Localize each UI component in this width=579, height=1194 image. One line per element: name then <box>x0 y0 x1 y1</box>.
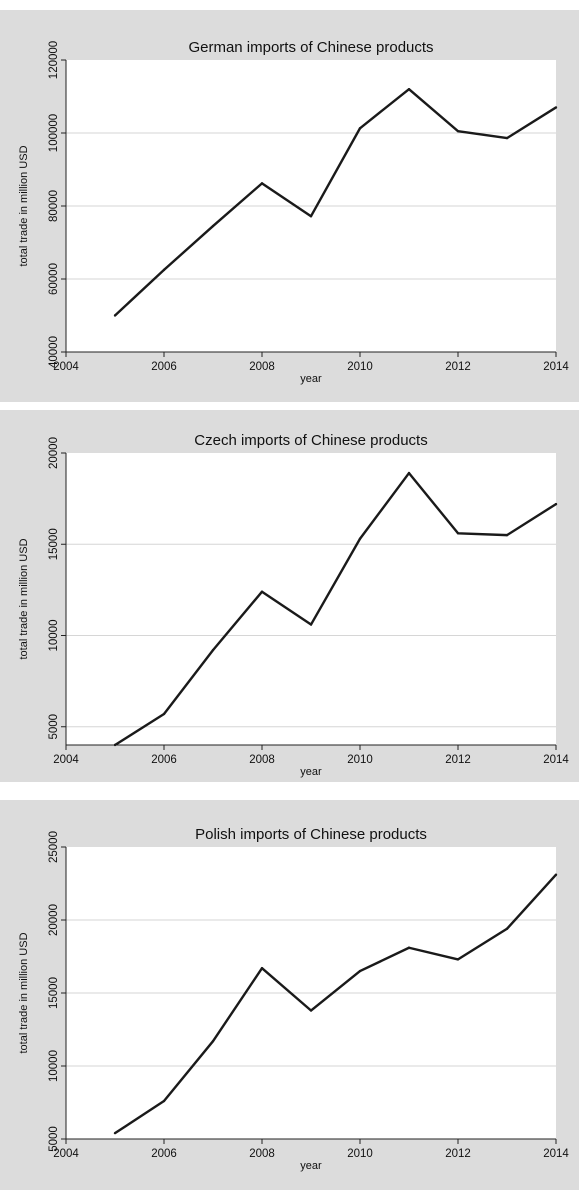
data-point <box>358 969 362 973</box>
chart-svg: German imports of Chinese products 40000 6… <box>18 39 569 385</box>
x-tick-label: 2014 <box>543 1148 569 1160</box>
chart-title: Czech imports of Chinese products <box>194 432 427 449</box>
x-axis-label: year <box>300 373 322 385</box>
data-point <box>211 224 215 228</box>
x-tick-label: 2006 <box>151 1148 177 1160</box>
data-point <box>505 533 509 537</box>
x-tick-label: 2008 <box>249 1148 275 1160</box>
data-point <box>260 590 264 593</box>
y-tick-label: 15000 <box>48 977 60 1009</box>
data-point <box>113 314 117 317</box>
x-tick-label: 2012 <box>445 361 471 373</box>
y-axis-label: total trade in million USD <box>18 932 30 1053</box>
data-point <box>260 966 264 970</box>
data-point <box>113 743 117 747</box>
plot-area <box>66 453 556 745</box>
x-tick-label: 2004 <box>53 754 79 766</box>
y-axis-label: total trade in million USD <box>18 538 30 659</box>
data-point <box>407 88 411 91</box>
y-tick-label: 20000 <box>48 904 60 936</box>
x-tick-label: 2012 <box>445 1148 471 1160</box>
x-tick-label: 2006 <box>151 361 177 373</box>
y-tick-label: 15000 <box>48 528 60 560</box>
x-tick-label: 2010 <box>347 361 373 373</box>
chart-panel-2: Czech imports of Chinese products 5000 100… <box>0 410 579 782</box>
y-tick-label: 5000 <box>48 1126 60 1152</box>
y-tick-label: 80000 <box>48 190 60 222</box>
y-tick-label: 20000 <box>48 437 60 469</box>
y-tick-label: 120000 <box>48 41 60 79</box>
y-tick-label: 40000 <box>48 336 60 368</box>
x-tick-label: 2004 <box>53 361 79 373</box>
series-line <box>114 87 557 317</box>
chart-panel-3: Polish imports of Chinese products 5000 10… <box>0 800 579 1190</box>
x-tick-label: 2004 <box>53 1148 79 1160</box>
data-point <box>554 873 558 876</box>
data-point <box>407 946 411 949</box>
y-tick-label: 10000 <box>48 1050 60 1082</box>
y-tick-label: 25000 <box>48 831 60 863</box>
data-point <box>309 623 313 626</box>
data-point <box>505 927 509 930</box>
y-tick-label: 60000 <box>48 263 60 295</box>
data-point <box>309 1009 313 1012</box>
x-tick-label: 2008 <box>249 361 275 373</box>
x-tick-label: 2008 <box>249 754 275 766</box>
data-point <box>456 532 460 535</box>
data-point <box>211 1039 215 1043</box>
data-point <box>456 129 460 133</box>
data-point <box>211 648 215 652</box>
x-tick-label: 2014 <box>543 754 569 766</box>
x-tick-label: 2006 <box>151 754 177 766</box>
x-axis-label: year <box>300 766 322 778</box>
data-point <box>358 537 362 540</box>
x-tick-label: 2010 <box>347 1148 373 1160</box>
chart-panel-1: German imports of Chinese products 40000 6… <box>0 10 579 402</box>
y-tick-label: 100000 <box>48 114 60 152</box>
data-point <box>113 1131 117 1135</box>
x-axis-label: year <box>300 1160 322 1172</box>
x-tick-label: 2010 <box>347 754 373 766</box>
data-point <box>162 268 166 272</box>
x-tick-label: 2012 <box>445 754 471 766</box>
data-point <box>456 958 460 961</box>
y-tick-label: 5000 <box>48 714 60 740</box>
data-point <box>260 182 264 185</box>
x-tick-label: 2014 <box>543 361 569 373</box>
y-tick-label: 10000 <box>48 620 60 652</box>
data-point <box>554 502 558 506</box>
series-line <box>114 471 557 747</box>
chart-title: German imports of Chinese products <box>188 39 433 56</box>
data-point <box>505 136 509 140</box>
data-point <box>554 106 558 109</box>
y-axis-label: total trade in million USD <box>18 145 30 266</box>
data-point <box>162 712 166 716</box>
data-point <box>358 127 362 130</box>
chart-svg: Polish imports of Chinese products 5000 10… <box>18 826 569 1172</box>
data-point <box>309 215 313 218</box>
chart-title: Polish imports of Chinese products <box>195 826 427 843</box>
series-line <box>114 873 557 1135</box>
data-point <box>407 471 411 475</box>
chart-svg: Czech imports of Chinese products 5000 100… <box>18 432 569 778</box>
data-point <box>162 1099 166 1103</box>
